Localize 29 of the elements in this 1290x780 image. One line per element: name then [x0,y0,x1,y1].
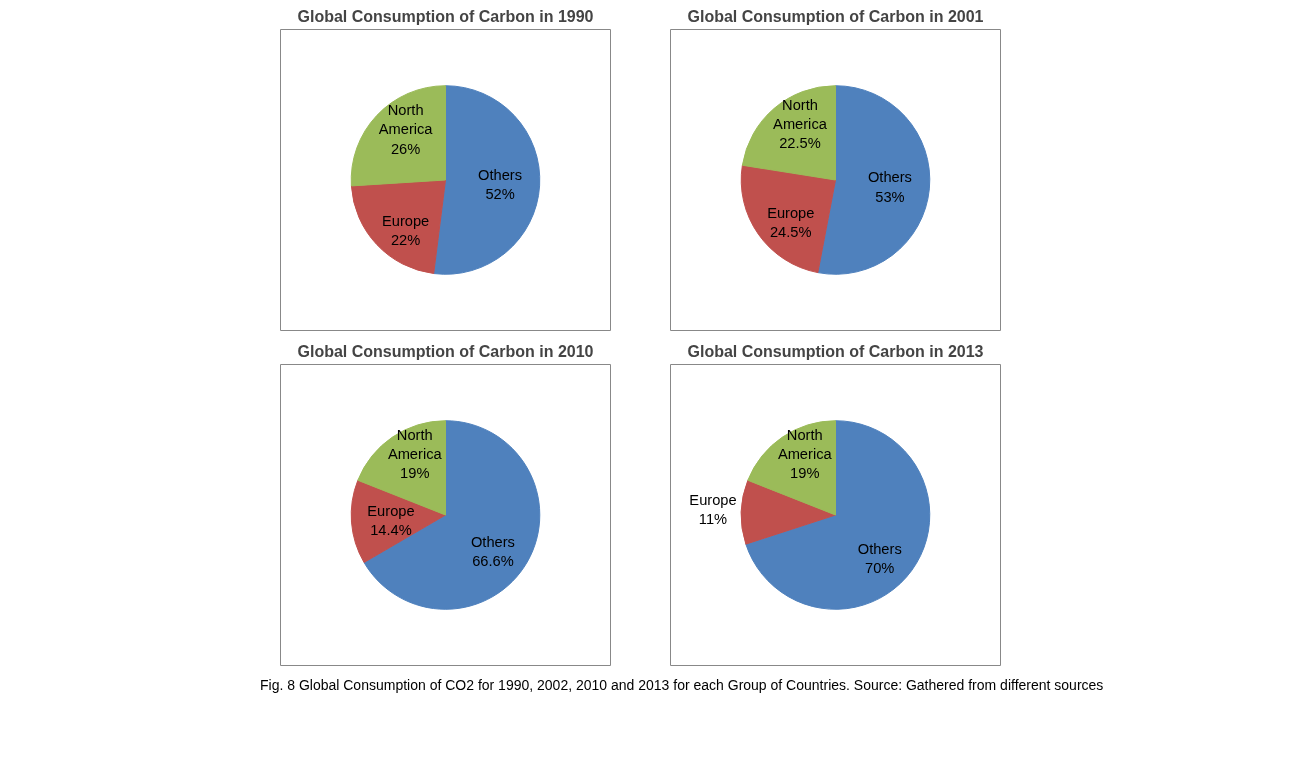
slice-label: Europe [689,492,737,509]
data-label: 53% [875,188,905,205]
slice-label: Europe [767,204,815,221]
data-label: 19% [400,465,430,482]
slice-label: North America [387,426,443,462]
chart-title: Global Consumption of Carbon in 2013 [687,342,984,360]
slice-label: North America [777,426,833,462]
data-label: 19% [790,465,820,482]
slice-label: Others [857,540,902,557]
chart-title: Global Consumption of Carbon in 2010 [297,342,594,360]
data-label: 26% [390,140,421,157]
caption: Fig. 8 Global Consumption of CO2 for 1990, 2002, 2010 and 2013 for each Group of Countries. Source: Gathered from different sources [260,676,1104,695]
data-label: 11% [698,511,728,528]
slice-label: Others [478,167,523,184]
data-label: 24.5% [769,224,812,241]
slice-label: North America [773,96,828,132]
data-label: 22.5% [779,134,821,151]
chart-title: Global Consumption of Carbon in 1990 [297,7,594,25]
data-label: 66.6% [472,553,514,570]
data-label: 70% [865,560,895,577]
data-label: 22% [390,232,421,249]
data-label: 14.4% [370,522,412,539]
data-label: 52% [485,186,515,203]
slice-label: Europe [367,502,415,519]
slice-label: North America [378,102,434,138]
chart-title: Global Consumption of Carbon in 2001 [687,7,984,25]
slice-label: Others [867,169,912,186]
slice-label: Europe [382,213,430,230]
slice-label: Others [470,534,515,551]
